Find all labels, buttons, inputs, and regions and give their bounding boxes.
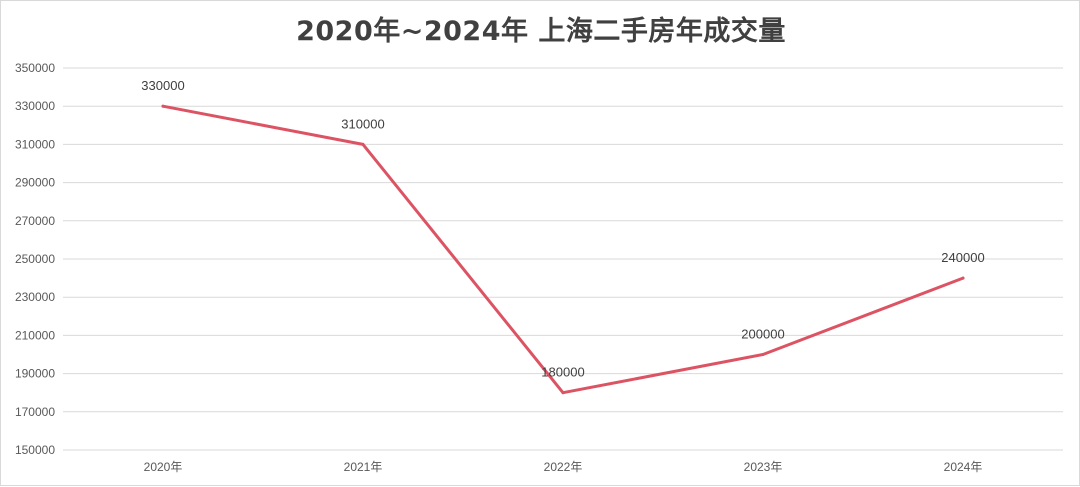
data-label: 180000 bbox=[541, 365, 584, 380]
series-polyline bbox=[161, 104, 965, 395]
data-point bbox=[761, 353, 765, 356]
data-point bbox=[561, 391, 565, 395]
y-tick-label: 190000 bbox=[15, 367, 55, 381]
x-tick-label: 2022年 bbox=[544, 460, 583, 474]
y-axis: 150000 170000 190000 210000 230000 250000 2700… bbox=[15, 61, 55, 457]
x-tick-label: 2020年 bbox=[144, 460, 183, 474]
x-tick-label: 2021年 bbox=[344, 460, 383, 474]
y-tick-label: 270000 bbox=[15, 214, 55, 228]
data-label: 310000 bbox=[341, 116, 384, 131]
y-tick-label: 290000 bbox=[15, 176, 55, 190]
y-tick-label: 150000 bbox=[15, 443, 55, 457]
data-labels: 330000 310000 180000 200000 240000 bbox=[141, 78, 984, 380]
data-label: 200000 bbox=[741, 327, 784, 342]
data-point bbox=[961, 276, 965, 280]
series-line bbox=[161, 104, 965, 395]
chart-title: 2020年~2024年 上海二手房年成交量 bbox=[296, 16, 786, 47]
gridlines bbox=[63, 67, 1063, 451]
data-label: 240000 bbox=[941, 250, 984, 265]
y-tick-label: 310000 bbox=[15, 137, 55, 151]
y-tick-label: 350000 bbox=[15, 61, 55, 75]
x-axis: 2020年 2021年 2022年 2023年 2024年 bbox=[144, 460, 983, 474]
data-point bbox=[161, 104, 165, 108]
y-tick-label: 330000 bbox=[15, 99, 55, 113]
y-tick-label: 170000 bbox=[15, 405, 55, 419]
y-tick-label: 210000 bbox=[15, 328, 55, 342]
x-tick-label: 2023年 bbox=[744, 460, 783, 474]
data-label: 330000 bbox=[141, 78, 184, 93]
y-tick-label: 230000 bbox=[15, 290, 55, 304]
x-tick-label: 2024年 bbox=[944, 460, 983, 474]
data-point bbox=[361, 142, 365, 146]
y-tick-label: 250000 bbox=[15, 252, 55, 266]
